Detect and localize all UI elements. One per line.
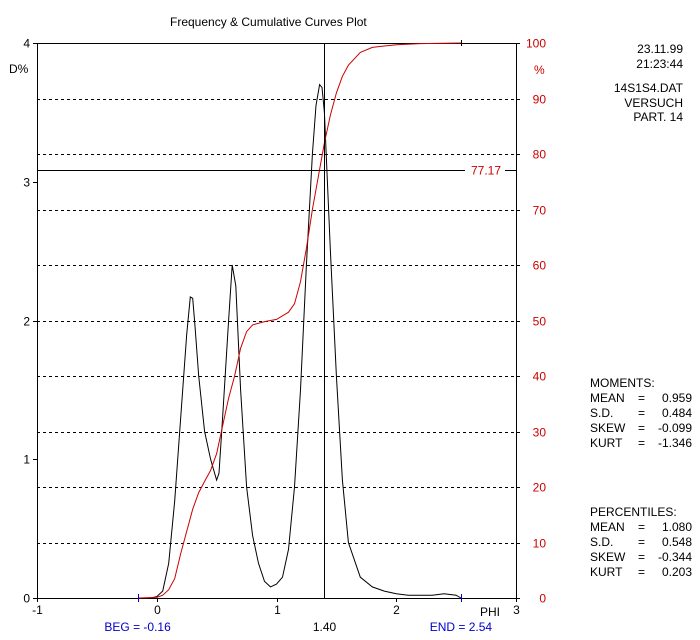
percentiles-panel: PERCENTILES: MEAN = 1.080 S.D. = 0.548 SKEW =… bbox=[590, 505, 692, 580]
end-label: END = 2.54 bbox=[430, 620, 493, 634]
y-right-tick-label: 20 bbox=[533, 481, 547, 495]
y-left-axis-label: D% bbox=[9, 62, 29, 76]
percentiles-value: -0.344 bbox=[657, 550, 692, 564]
equals-sign: = bbox=[638, 550, 646, 564]
y-right-tick-label: 40 bbox=[533, 370, 547, 384]
equals-sign: = bbox=[638, 406, 646, 420]
y-right-tick-label: 70 bbox=[533, 204, 547, 218]
percentiles-key: S.D. bbox=[590, 535, 614, 549]
equals-sign: = bbox=[638, 535, 646, 549]
moments-key: KURT bbox=[590, 436, 623, 450]
beg-label: BEG = -0.16 bbox=[104, 620, 171, 634]
percentiles-row: KURT = 0.203 bbox=[590, 565, 692, 580]
percentiles-row: S.D. = 0.548 bbox=[590, 535, 692, 550]
percentiles-value: 1.080 bbox=[661, 520, 692, 534]
moments-title: MOMENTS: bbox=[590, 376, 655, 390]
y-left-tick-label: 0 bbox=[23, 592, 30, 606]
x-tick-label: -1 bbox=[32, 603, 43, 617]
moments-value: 0.484 bbox=[661, 406, 692, 420]
moments-row: SKEW = -0.099 bbox=[590, 421, 692, 436]
percentiles-title: PERCENTILES: bbox=[590, 505, 677, 519]
percentiles-row: MEAN = 1.080 bbox=[590, 520, 692, 535]
percentiles-key: SKEW bbox=[590, 550, 626, 564]
moments-row: MEAN = 0.959 bbox=[590, 391, 692, 406]
info-time: 21:23:44 bbox=[636, 57, 683, 71]
equals-sign: = bbox=[638, 565, 646, 579]
y-left-tick-label: 3 bbox=[23, 176, 30, 190]
frequency-curve bbox=[138, 83, 462, 599]
cumulative-curve bbox=[138, 42, 461, 599]
median-label: 1.40 bbox=[313, 620, 337, 634]
y-right-tick-label: 60 bbox=[533, 259, 547, 273]
info-part: PART. 14 bbox=[633, 110, 683, 124]
x-tick-label: 1 bbox=[274, 603, 281, 617]
percentiles-row: SKEW = -0.344 bbox=[590, 550, 692, 565]
x-tick-label: 2 bbox=[393, 603, 400, 617]
info-experiment: VERSUCH bbox=[624, 96, 683, 110]
y-left-tick-label: 4 bbox=[23, 37, 30, 51]
percentiles-key: KURT bbox=[590, 565, 623, 579]
y-right-tick-label: 90 bbox=[533, 93, 547, 107]
percentile-label: 77.17 bbox=[471, 164, 501, 178]
info-file: 14S1S4.DAT bbox=[613, 81, 683, 95]
y-right-tick-label: 30 bbox=[533, 426, 547, 440]
x-axis-label: PHI bbox=[480, 605, 501, 619]
y-right-tick-label: 80 bbox=[533, 148, 547, 162]
equals-sign: = bbox=[638, 520, 646, 534]
moments-row: S.D. = 0.484 bbox=[590, 406, 692, 421]
percentiles-value: 0.203 bbox=[661, 565, 692, 579]
moments-key: S.D. bbox=[590, 406, 614, 420]
moments-key: SKEW bbox=[590, 421, 626, 435]
moments-key: MEAN bbox=[590, 391, 625, 405]
x-tick-label: 0 bbox=[154, 603, 161, 617]
y-left-tick-label: 2 bbox=[23, 315, 30, 329]
moments-row: KURT = -1.346 bbox=[590, 436, 692, 451]
equals-sign: = bbox=[638, 391, 646, 405]
percentiles-value: 0.548 bbox=[661, 535, 692, 549]
y-left-tick-label: 1 bbox=[23, 453, 30, 467]
y-right-tick-label: 0 bbox=[539, 592, 546, 606]
percentiles-key: MEAN bbox=[590, 520, 625, 534]
moments-value: -0.099 bbox=[657, 421, 692, 435]
moments-value: -1.346 bbox=[657, 436, 692, 450]
x-tick-label: 3 bbox=[513, 603, 520, 617]
moments-panel: MOMENTS: MEAN = 0.959 S.D. = 0.484 SKEW = -0.0… bbox=[590, 376, 692, 451]
moments-value: 0.959 bbox=[661, 391, 692, 405]
y-right-tick-label: 50 bbox=[533, 315, 547, 329]
equals-sign: = bbox=[638, 436, 646, 450]
info-date: 23.11.99 bbox=[637, 42, 683, 56]
equals-sign: = bbox=[638, 421, 646, 435]
y-right-axis-label: % bbox=[534, 63, 545, 77]
y-right-tick-label: 10 bbox=[533, 537, 547, 551]
chart-title: Frequency & Cumulative Curves Plot bbox=[170, 15, 367, 29]
y-right-tick-label: 100 bbox=[526, 37, 546, 51]
